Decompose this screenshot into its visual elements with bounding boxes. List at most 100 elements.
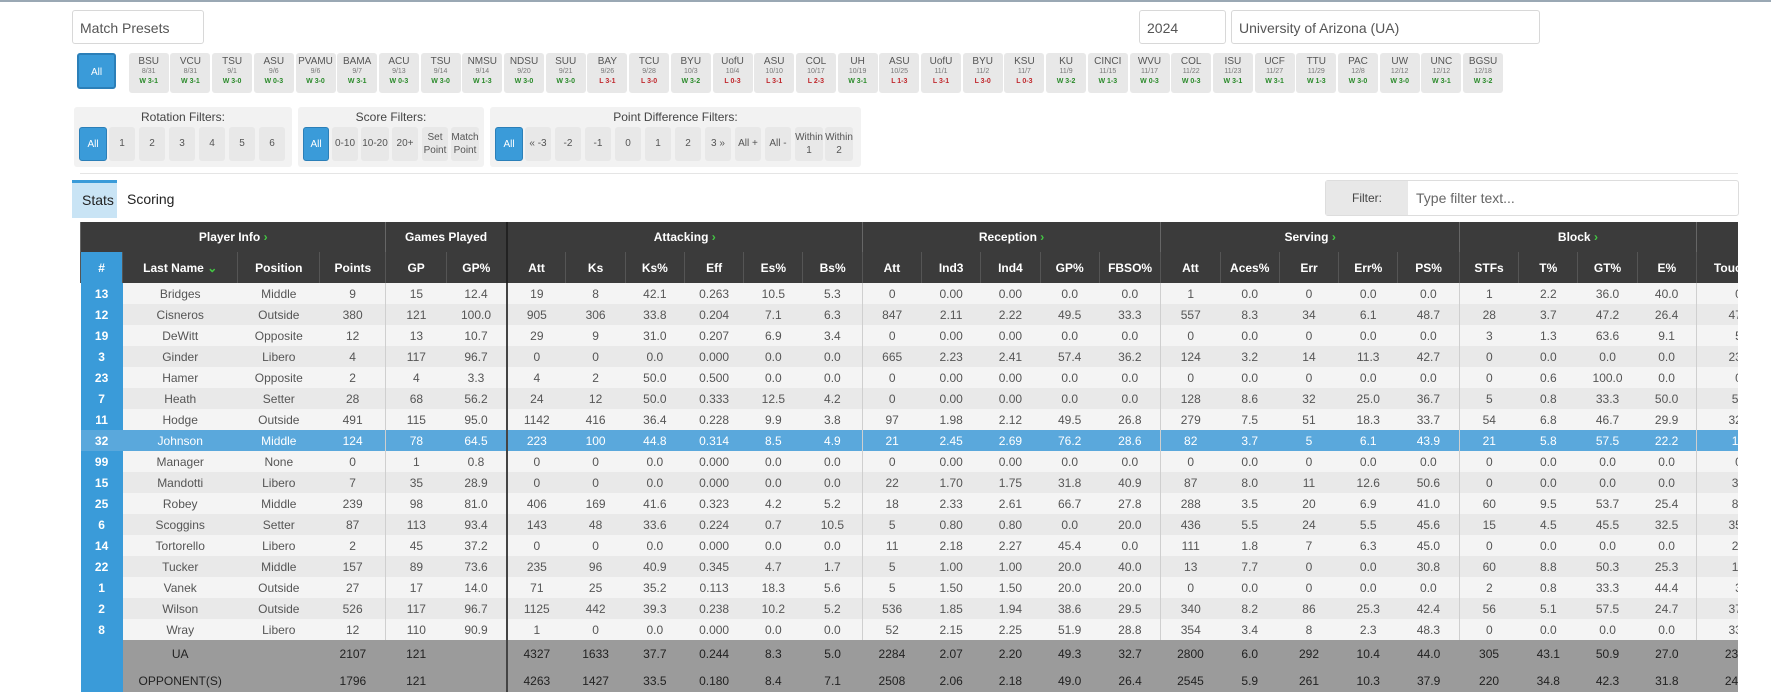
column-header[interactable]: Ind3 bbox=[921, 252, 981, 283]
match-button[interactable]: UofU 10/4 L 0-3 bbox=[712, 53, 753, 93]
table-row[interactable]: 2 Wilson Outside 526 117 96.7 1125 442 39.3 0.238… bbox=[80, 598, 1738, 619]
column-header[interactable]: Es% bbox=[743, 252, 803, 283]
group-player-info[interactable]: Player Info › bbox=[80, 222, 386, 252]
rotation-filter-1[interactable]: 1 bbox=[109, 127, 135, 161]
table-row[interactable]: 22 Tucker Middle 157 89 73.6 235 96 40.9 0.345 4.7… bbox=[80, 556, 1738, 577]
match-button[interactable]: UH 10/19 W 3-1 bbox=[837, 53, 878, 93]
team-select[interactable]: University of Arizona (UA) bbox=[1231, 10, 1540, 44]
table-row[interactable]: 11 Hodge Outside 491 115 95.0 1142 416 36.4 0.228… bbox=[80, 409, 1738, 430]
match-button[interactable]: BAY 9/26 L 3-1 bbox=[587, 53, 628, 93]
column-header[interactable]: Position bbox=[237, 252, 320, 283]
column-header[interactable]: Aces% bbox=[1219, 252, 1280, 283]
column-header[interactable]: Ind4 bbox=[980, 252, 1041, 283]
filter-input[interactable]: Type filter text... bbox=[1416, 190, 1515, 206]
column-header[interactable]: GT% bbox=[1577, 252, 1638, 283]
column-header[interactable]: PS% bbox=[1397, 252, 1460, 283]
column-header[interactable]: Ks% bbox=[624, 252, 685, 283]
point-filter-6[interactable]: 2 bbox=[675, 127, 701, 161]
rotation-filter-2[interactable]: 2 bbox=[139, 127, 165, 161]
group-reception[interactable]: Reception › bbox=[861, 222, 1161, 252]
point-filter-0[interactable]: All bbox=[495, 127, 523, 161]
point-filter-1[interactable]: « -3 bbox=[525, 127, 551, 161]
column-header[interactable]: Last Name ⌄ bbox=[122, 252, 238, 283]
match-button[interactable]: UofU 11/1 L 3-1 bbox=[921, 53, 961, 93]
column-header[interactable]: Touched bbox=[1695, 252, 1738, 283]
point-filter-11[interactable]: Within 2 bbox=[825, 127, 853, 161]
match-button[interactable]: SUU 9/21 W 3-0 bbox=[545, 53, 586, 93]
match-button[interactable]: TCU 9/28 L 3-0 bbox=[629, 53, 670, 93]
match-button[interactable]: BGSU 12/18 W 3-2 bbox=[1463, 53, 1504, 93]
table-row[interactable]: 13 Bridges Middle 9 15 12.4 19 8 42.1 0.263 10.5 5.… bbox=[80, 283, 1738, 304]
point-filter-8[interactable]: All + bbox=[735, 127, 761, 161]
match-button[interactable]: TTU 11/29 W 1-3 bbox=[1296, 53, 1337, 93]
match-button[interactable]: TSU 9/1 W 3-0 bbox=[212, 53, 253, 93]
match-button[interactable]: UW 12/12 W 3-0 bbox=[1379, 53, 1420, 93]
match-button[interactable]: TSU 9/14 W 3-0 bbox=[420, 53, 461, 93]
match-button[interactable]: BAMA 9/7 W 3-1 bbox=[337, 53, 378, 93]
match-button[interactable]: ASU 10/25 L 1-3 bbox=[879, 53, 920, 93]
table-row[interactable]: 99 Manager None 0 1 0.8 0 0 0.0 0.000 0.0 0.0 0 0.00 0… bbox=[80, 451, 1738, 472]
rotation-filter-6[interactable]: 6 bbox=[259, 127, 285, 161]
rotation-filter-3[interactable]: 3 bbox=[169, 127, 195, 161]
point-filter-4[interactable]: 0 bbox=[615, 127, 641, 161]
match-button[interactable]: BYU 11/2 L 3-0 bbox=[962, 53, 1003, 93]
column-header[interactable]: E% bbox=[1636, 252, 1697, 283]
table-row[interactable]: 19 DeWitt Opposite 12 13 10.7 29 9 31.0 0.207 6.9 3… bbox=[80, 325, 1738, 346]
match-presets-select[interactable]: Match Presets bbox=[72, 10, 204, 44]
column-header[interactable]: GP% bbox=[445, 252, 507, 283]
match-button[interactable]: NMSU 9/14 W 1-3 bbox=[462, 53, 503, 93]
tab-stats[interactable]: Stats bbox=[72, 180, 117, 218]
table-row[interactable]: 3 Ginder Libero 4 117 96.7 0 0 0.0 0.000 0.0 0.0 665… bbox=[80, 346, 1738, 367]
point-filter-2[interactable]: -2 bbox=[555, 127, 581, 161]
score-filter-1[interactable]: 0-10 bbox=[332, 127, 358, 161]
rotation-filter-0[interactable]: All bbox=[79, 127, 107, 161]
match-button[interactable]: BSU 8/31 W 3-1 bbox=[128, 53, 169, 93]
table-row[interactable]: 7 Heath Setter 28 68 56.2 24 12 50.0 0.333 12.5 4.2… bbox=[80, 388, 1738, 409]
match-button[interactable]: NDSU 9/20 W 3-0 bbox=[504, 53, 544, 93]
match-button[interactable]: UCF 11/27 W 3-1 bbox=[1254, 53, 1295, 93]
match-button[interactable]: VCU 8/31 W 3-1 bbox=[170, 53, 211, 93]
match-all-button[interactable]: All bbox=[77, 53, 116, 89]
column-header[interactable]: Eff bbox=[683, 252, 744, 283]
score-filter-4[interactable]: Set Point bbox=[422, 127, 448, 161]
column-header[interactable]: Bs% bbox=[802, 252, 863, 283]
column-header[interactable]: # bbox=[80, 252, 123, 283]
score-filter-5[interactable]: Match Point bbox=[451, 127, 479, 161]
rotation-filter-5[interactable]: 5 bbox=[229, 127, 255, 161]
group-attacking[interactable]: Attacking › bbox=[505, 222, 863, 252]
table-row[interactable]: 14 Tortorello Libero 2 45 37.2 0 0 0.0 0.000 0.0 0.… bbox=[80, 535, 1738, 556]
column-header[interactable]: Err% bbox=[1338, 252, 1398, 283]
match-button[interactable]: WVU 11/17 W 0-3 bbox=[1129, 53, 1170, 93]
filter-field[interactable]: Filter: Type filter text... bbox=[1325, 180, 1739, 216]
table-row[interactable]: 23 Hamer Opposite 2 4 3.3 4 2 50.0 0.500 0.0 0.0 0 0.… bbox=[80, 367, 1738, 388]
table-row[interactable]: 15 Mandotti Libero 7 35 28.9 0 0 0.0 0.000 0.0 0.0 2… bbox=[80, 472, 1738, 493]
score-filter-3[interactable]: 20+ bbox=[392, 127, 418, 161]
column-header[interactable]: Att bbox=[1160, 252, 1221, 283]
score-filter-2[interactable]: 10-20 bbox=[361, 127, 389, 161]
column-header[interactable]: T% bbox=[1518, 252, 1578, 283]
match-button[interactable]: PAC 12/8 W 3-0 bbox=[1338, 53, 1378, 93]
table-row[interactable]: 12 Cisneros Outside 380 121 100.0 905 306 33.8 0.… bbox=[80, 304, 1738, 325]
point-filter-7[interactable]: 3 » bbox=[705, 127, 731, 161]
match-button[interactable]: ASU 9/6 W 0-3 bbox=[253, 53, 294, 93]
match-button[interactable]: COL 10/17 L 2-3 bbox=[795, 53, 836, 93]
match-button[interactable]: UNC 12/12 W 3-1 bbox=[1421, 53, 1462, 93]
point-filter-5[interactable]: 1 bbox=[645, 127, 671, 161]
point-filter-10[interactable]: Within 1 bbox=[795, 127, 823, 161]
match-button[interactable]: PVAMU 9/6 W 3-0 bbox=[295, 53, 336, 93]
year-select[interactable]: 2024 bbox=[1139, 10, 1226, 44]
column-header[interactable]: Att bbox=[861, 252, 922, 283]
table-row[interactable]: 25 Robey Middle 239 98 81.0 406 169 41.6 0.323 4.2… bbox=[80, 493, 1738, 514]
column-header[interactable]: FBSO% bbox=[1098, 252, 1161, 283]
group-block[interactable]: Block › bbox=[1458, 222, 1697, 252]
column-header[interactable]: Ks bbox=[565, 252, 626, 283]
match-button[interactable]: ISU 11/23 W 3-1 bbox=[1212, 53, 1253, 93]
match-button[interactable]: CINCI 11/15 W 1-3 bbox=[1087, 53, 1128, 93]
point-filter-9[interactable]: All - bbox=[765, 127, 791, 161]
column-header[interactable]: Att bbox=[505, 252, 566, 283]
table-row[interactable]: 1 Vanek Outside 27 17 14.0 71 25 35.2 0.113 18.3 5.… bbox=[80, 577, 1738, 598]
match-button[interactable]: COL 11/22 W 0-3 bbox=[1171, 53, 1212, 93]
column-header[interactable]: GP% bbox=[1039, 252, 1100, 283]
match-button[interactable]: ASU 10/10 L 3-1 bbox=[754, 53, 795, 93]
tab-scoring[interactable]: Scoring bbox=[127, 191, 175, 207]
